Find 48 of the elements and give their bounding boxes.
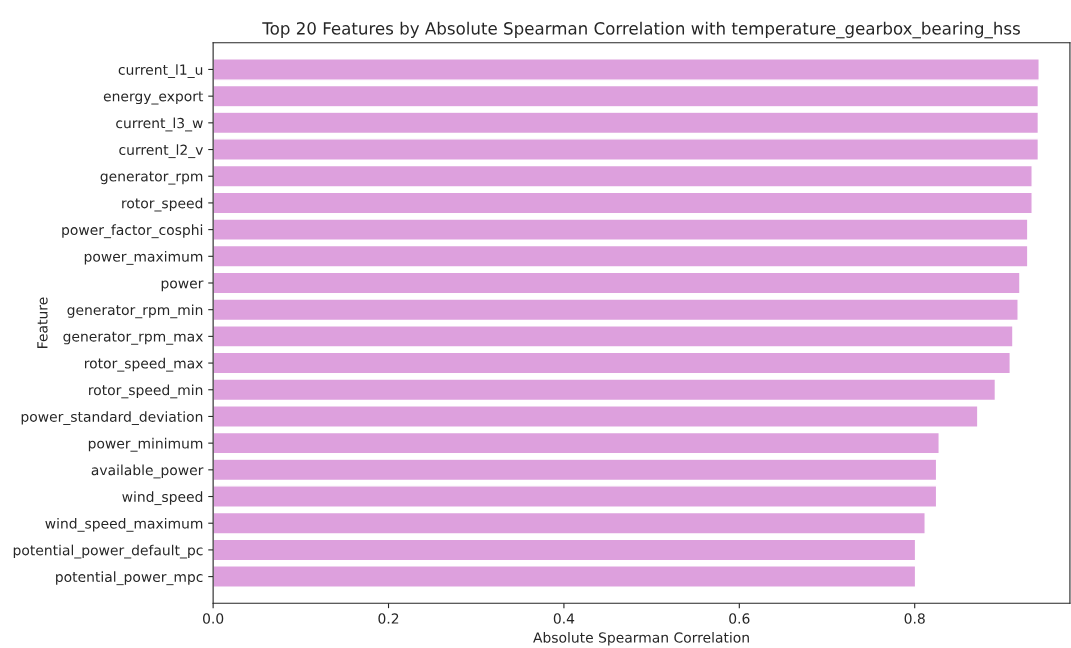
x-tick-label: 0.8 [904, 613, 925, 624]
x-tick-label: 0.0 [203, 613, 224, 624]
bar [213, 138, 1040, 161]
y-tick-label: power [161, 280, 204, 292]
y-tick-label: generator_rpm_max [63, 331, 203, 345]
y-tick-label: power_factor_cosphi [62, 224, 203, 239]
bar [213, 351, 1011, 375]
y-tick-label: current_l3_w [116, 117, 203, 132]
chart-title: Top 20 Features by Absolute Spearman Correlation with temperature_gearbox_bearing_hss [262, 21, 1020, 39]
y-tick-label: wind_speed_maximum [45, 517, 203, 532]
bar [213, 271, 1021, 295]
bar [213, 111, 1040, 135]
y-tick-label: power_standard_deviation [21, 411, 203, 425]
bar [213, 378, 997, 402]
x-tick-label: 0.6 [729, 613, 750, 624]
y-tick-label: potential_power_default_pc [13, 544, 203, 559]
y-tick-label: rotor_speed_min [89, 384, 203, 399]
bar [213, 325, 1014, 348]
y-tick-label: potential_power_mpc [56, 571, 203, 586]
bar [213, 298, 1019, 322]
x-tick-label: 0.4 [553, 613, 575, 624]
bar [213, 191, 1033, 215]
bar [213, 485, 938, 508]
x-tick-label: 0.2 [378, 613, 399, 624]
y-tick-label: generator_rpm [100, 171, 203, 185]
bar [213, 164, 1033, 188]
bar [213, 244, 1029, 268]
y-tick-label: energy_export [103, 91, 204, 105]
bar [213, 218, 1029, 241]
y-tick-label: power_minimum [88, 437, 203, 452]
x-axis-title: Absolute Spearman Correlation [533, 632, 749, 646]
bar [213, 511, 926, 535]
bar [213, 565, 917, 588]
y-tick-label: generator_rpm_min [67, 304, 203, 319]
y-tick-label: wind_speed [122, 491, 203, 506]
bar [213, 58, 1040, 81]
bar [213, 431, 940, 455]
bar [213, 538, 917, 562]
bar [213, 458, 938, 482]
y-tick-label: available_power [91, 464, 204, 479]
y-tick-label: rotor_speed_max [85, 357, 203, 372]
y-tick-label: current_l1_u [118, 64, 203, 79]
bar [213, 84, 1040, 108]
bar [213, 405, 979, 428]
y-tick-label: rotor_speed [122, 197, 203, 212]
y-tick-label: power_maximum [84, 251, 203, 265]
y-axis-title: Feature [37, 297, 48, 348]
y-tick-label: current_l2_v [119, 144, 203, 159]
